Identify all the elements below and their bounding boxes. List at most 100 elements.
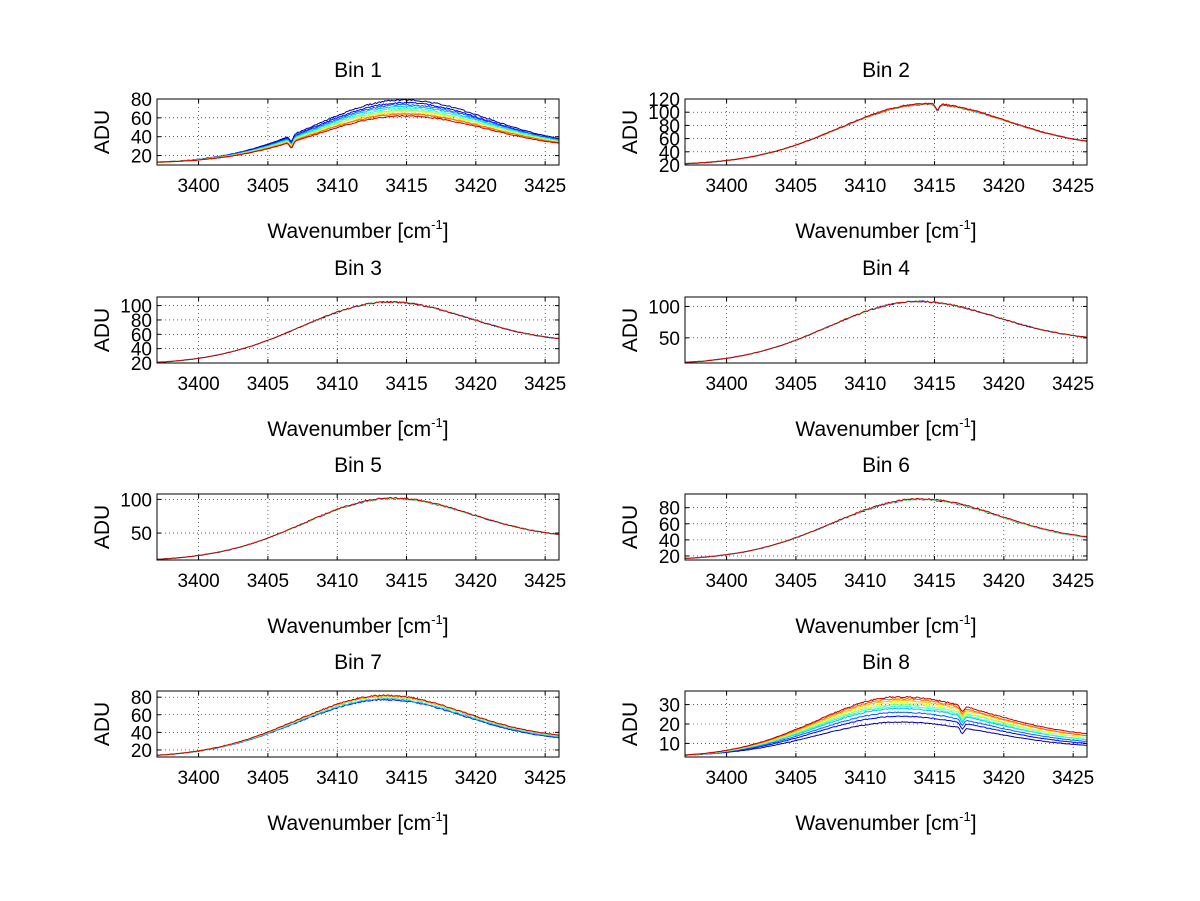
axes-box (684, 98, 1088, 166)
axes-box (684, 493, 1088, 561)
y-tick-label: 60 (659, 130, 680, 151)
x-tick-label: 3400 (177, 571, 219, 592)
axes-box (684, 296, 1088, 364)
x-tick-label: 3405 (775, 176, 817, 197)
x-tick-label: 3405 (247, 571, 289, 592)
y-tick-label: 80 (131, 311, 152, 332)
x-tick-label: 3425 (1052, 374, 1094, 395)
x-axis-label: Wavenumber [cm-1] (795, 612, 976, 638)
series-line-3 (684, 300, 1088, 363)
x-tick-label: 3410 (316, 571, 358, 592)
x-tick-label: 3425 (1052, 571, 1094, 592)
subplot-title: Bin 6 (862, 454, 910, 477)
x-tick-label: 3425 (524, 571, 566, 592)
x-axis-label: Wavenumber [cm-1] (267, 612, 448, 638)
x-tick-label: 3420 (983, 176, 1025, 197)
x-tick-label: 3420 (455, 176, 497, 197)
plot-area (685, 297, 1087, 363)
x-tick-label: 3405 (247, 176, 289, 197)
x-tick-label: 3415 (385, 176, 427, 197)
y-tick-label: 20 (659, 156, 680, 177)
y-tick-label: 60 (131, 109, 152, 130)
x-tick-label: 3410 (844, 374, 886, 395)
series-line-3 (157, 300, 560, 363)
series-line-2 (684, 715, 1088, 756)
x-tick-label: 3410 (844, 176, 886, 197)
y-tick-label: 80 (131, 688, 152, 709)
y-tick-label: 40 (131, 723, 152, 744)
y-tick-label: 60 (131, 706, 152, 727)
x-tick-label: 3410 (844, 571, 886, 592)
y-axis-label: ADU (91, 308, 114, 352)
x-tick-label: 3415 (385, 571, 427, 592)
x-tick-label: 3400 (705, 768, 747, 789)
x-axis-label: Wavenumber [cm-1] (795, 415, 976, 441)
y-tick-label: 20 (659, 547, 680, 568)
x-tick-label: 3425 (524, 768, 566, 789)
series-line-3 (684, 497, 1088, 559)
y-axis-label: ADU (91, 110, 114, 154)
x-tick-label: 3405 (247, 768, 289, 789)
y-tick-label: 60 (131, 325, 152, 346)
axes-box (156, 493, 560, 561)
x-axis-label: Wavenumber [cm-1] (795, 217, 976, 243)
x-tick-label: 3410 (844, 768, 886, 789)
x-tick-label: 3400 (177, 176, 219, 197)
subplot-title: Bin 8 (862, 651, 910, 674)
series-line-3 (156, 496, 559, 560)
y-tick-label: 10 (659, 734, 680, 755)
x-tick-label: 3425 (524, 176, 566, 197)
y-tick-label: 100 (120, 490, 152, 511)
y-tick-label: 40 (659, 531, 680, 552)
x-tick-label: 3425 (524, 374, 566, 395)
series-line-10 (684, 695, 1087, 756)
x-tick-label: 3420 (983, 571, 1025, 592)
x-tick-label: 3415 (913, 176, 955, 197)
x-axis-label: Wavenumber [cm-1] (267, 217, 448, 243)
y-tick-label: 50 (659, 329, 680, 350)
plot-area (685, 99, 1087, 165)
plot-area (685, 494, 1087, 560)
x-tick-label: 3415 (385, 374, 427, 395)
y-axis-label: ADU (619, 308, 642, 352)
subplot-title: Bin 5 (334, 454, 382, 477)
series-line-9 (684, 697, 1088, 756)
x-tick-label: 3405 (775, 768, 817, 789)
plot-area (157, 297, 559, 363)
y-tick-label: 80 (659, 499, 680, 520)
y-axis-label: ADU (91, 702, 114, 746)
y-tick-label: 50 (131, 524, 152, 545)
x-tick-label: 3415 (913, 374, 955, 395)
x-tick-label: 3420 (983, 374, 1025, 395)
x-tick-label: 3405 (775, 571, 817, 592)
x-axis-label: Wavenumber [cm-1] (795, 809, 976, 835)
y-tick-label: 80 (659, 116, 680, 137)
subplot-title: Bin 7 (334, 651, 382, 674)
subplot-title: Bin 1 (334, 59, 382, 82)
x-tick-label: 3400 (705, 374, 747, 395)
y-tick-label: 40 (131, 340, 152, 361)
y-tick-label: 30 (659, 696, 680, 717)
y-tick-label: 20 (659, 715, 680, 736)
series-line-3 (685, 711, 1088, 756)
subplot-title: Bin 2 (862, 59, 910, 82)
y-tick-label: 20 (131, 741, 152, 762)
x-tick-label: 3400 (177, 768, 219, 789)
y-tick-label: 60 (659, 515, 680, 536)
subplot-title: Bin 3 (334, 257, 382, 280)
series-line-10 (157, 114, 560, 163)
y-axis-label: ADU (619, 110, 642, 154)
y-axis-label: ADU (619, 702, 642, 746)
y-axis-label: ADU (619, 505, 642, 549)
x-axis-label: Wavenumber [cm-1] (267, 415, 448, 441)
x-tick-label: 3420 (455, 768, 497, 789)
y-tick-label: 100 (648, 297, 680, 318)
series-line-1 (684, 721, 1088, 756)
x-tick-label: 3410 (316, 176, 358, 197)
x-tick-label: 3400 (705, 571, 747, 592)
x-tick-label: 3420 (983, 768, 1025, 789)
